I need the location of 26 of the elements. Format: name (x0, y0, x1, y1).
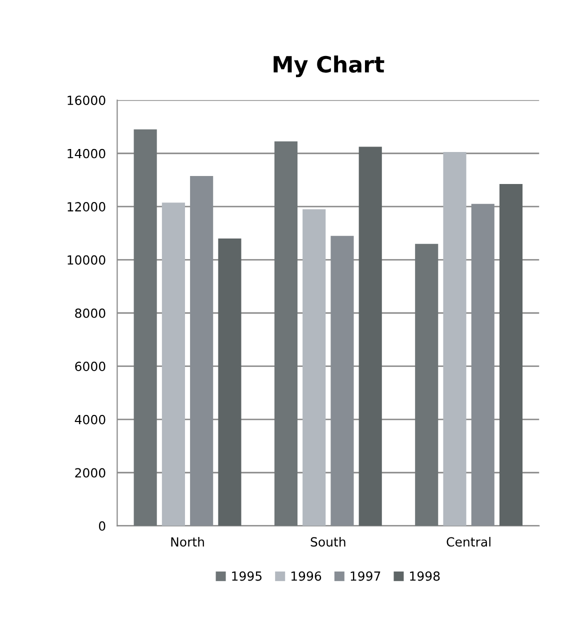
legend-label: 1996 (291, 571, 322, 581)
x-tick-label: South (310, 536, 346, 547)
y-tick-label: 12000 (68, 202, 106, 212)
x-tick-label: Central (446, 536, 490, 547)
y-tick-label: 0 (98, 521, 106, 531)
legend-label: 1998 (410, 571, 440, 581)
legend-label: 1997 (350, 571, 380, 581)
y-tick-label: 14000 (68, 148, 106, 158)
bar (218, 238, 242, 526)
bar (274, 141, 298, 526)
x-tick-label: North (171, 536, 204, 547)
y-tick-label: 4000 (74, 414, 106, 424)
y-tick-label: 16000 (68, 96, 106, 106)
bar (162, 202, 185, 526)
y-tick-label: 10000 (68, 255, 106, 265)
chart-title: My Chart (274, 55, 384, 78)
y-tick-label: 8000 (75, 308, 106, 318)
y-tick-label: 2000 (75, 468, 106, 478)
legend-label: 1995 (232, 571, 262, 581)
bar (358, 146, 382, 526)
bar (443, 152, 466, 526)
bar (134, 129, 157, 526)
bar (302, 209, 326, 526)
bar (499, 184, 523, 526)
bar (415, 244, 438, 526)
y-tick-label: 6000 (75, 362, 106, 372)
